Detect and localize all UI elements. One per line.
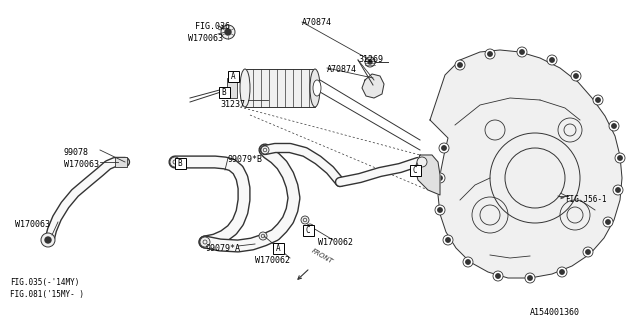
Circle shape xyxy=(586,250,590,254)
Ellipse shape xyxy=(313,80,321,96)
Text: A: A xyxy=(230,72,236,81)
Bar xyxy=(227,78,237,98)
Circle shape xyxy=(520,50,524,54)
Circle shape xyxy=(603,217,613,227)
FancyBboxPatch shape xyxy=(273,243,284,254)
Circle shape xyxy=(618,156,622,160)
Circle shape xyxy=(493,271,503,281)
Circle shape xyxy=(574,74,578,78)
Text: 31269: 31269 xyxy=(358,55,383,64)
Circle shape xyxy=(616,188,620,192)
Polygon shape xyxy=(430,50,622,278)
Circle shape xyxy=(442,146,446,150)
Text: W170063: W170063 xyxy=(15,220,50,229)
Circle shape xyxy=(261,146,269,154)
Text: A: A xyxy=(276,244,280,253)
Text: 99078: 99078 xyxy=(64,148,89,157)
Circle shape xyxy=(571,71,581,81)
Circle shape xyxy=(443,235,453,245)
Circle shape xyxy=(41,233,55,247)
Text: W170063: W170063 xyxy=(64,160,99,169)
Circle shape xyxy=(435,173,445,183)
Circle shape xyxy=(463,257,473,267)
Ellipse shape xyxy=(240,69,250,107)
Text: A154001360: A154001360 xyxy=(530,308,580,317)
Circle shape xyxy=(45,237,51,243)
Text: C: C xyxy=(413,166,417,175)
Circle shape xyxy=(466,260,470,264)
Circle shape xyxy=(496,274,500,278)
Circle shape xyxy=(606,220,610,224)
Text: C: C xyxy=(306,226,310,235)
Circle shape xyxy=(517,47,527,57)
Circle shape xyxy=(609,121,619,131)
Text: FIG.035(-'14MY): FIG.035(-'14MY) xyxy=(10,278,79,287)
Text: 99079*B: 99079*B xyxy=(228,155,263,164)
Ellipse shape xyxy=(310,69,320,107)
Polygon shape xyxy=(415,155,440,195)
Circle shape xyxy=(550,58,554,62)
FancyBboxPatch shape xyxy=(410,165,421,176)
Circle shape xyxy=(306,224,314,232)
Circle shape xyxy=(200,237,210,247)
Circle shape xyxy=(593,95,603,105)
Circle shape xyxy=(458,63,462,67)
Circle shape xyxy=(221,25,235,39)
Text: FRONT: FRONT xyxy=(310,248,333,265)
Circle shape xyxy=(435,205,445,215)
Circle shape xyxy=(439,143,449,153)
FancyBboxPatch shape xyxy=(219,87,230,98)
Text: A70874: A70874 xyxy=(327,65,357,74)
Circle shape xyxy=(488,52,492,56)
FancyBboxPatch shape xyxy=(228,71,239,82)
Text: FIG.J56-1: FIG.J56-1 xyxy=(565,195,607,204)
Circle shape xyxy=(528,276,532,280)
Circle shape xyxy=(455,60,465,70)
Circle shape xyxy=(560,270,564,274)
Bar xyxy=(115,157,127,167)
Text: A70874: A70874 xyxy=(302,18,332,27)
Circle shape xyxy=(615,153,625,163)
Circle shape xyxy=(417,157,427,167)
Circle shape xyxy=(583,247,593,257)
Text: W170062: W170062 xyxy=(318,238,353,247)
Circle shape xyxy=(613,185,623,195)
Circle shape xyxy=(596,98,600,102)
Circle shape xyxy=(485,49,495,59)
Circle shape xyxy=(301,216,309,224)
Circle shape xyxy=(365,57,375,67)
Text: B: B xyxy=(178,159,182,168)
Circle shape xyxy=(438,208,442,212)
Text: 99079*A: 99079*A xyxy=(205,244,240,253)
Text: FIG.081('15MY- ): FIG.081('15MY- ) xyxy=(10,290,84,299)
FancyBboxPatch shape xyxy=(303,225,314,236)
Text: W170063: W170063 xyxy=(188,34,223,43)
Circle shape xyxy=(557,267,567,277)
Bar xyxy=(245,69,315,107)
Circle shape xyxy=(368,60,372,64)
Text: W170062: W170062 xyxy=(255,256,290,265)
Polygon shape xyxy=(362,74,384,98)
Circle shape xyxy=(547,55,557,65)
Circle shape xyxy=(612,124,616,128)
Circle shape xyxy=(259,232,267,240)
Circle shape xyxy=(225,29,231,35)
Circle shape xyxy=(525,273,535,283)
Circle shape xyxy=(438,176,442,180)
Text: FIG.036: FIG.036 xyxy=(195,22,230,31)
FancyBboxPatch shape xyxy=(175,158,186,169)
Text: B: B xyxy=(221,88,227,97)
Circle shape xyxy=(446,238,450,242)
Circle shape xyxy=(170,157,180,167)
Text: 31237: 31237 xyxy=(220,100,245,109)
